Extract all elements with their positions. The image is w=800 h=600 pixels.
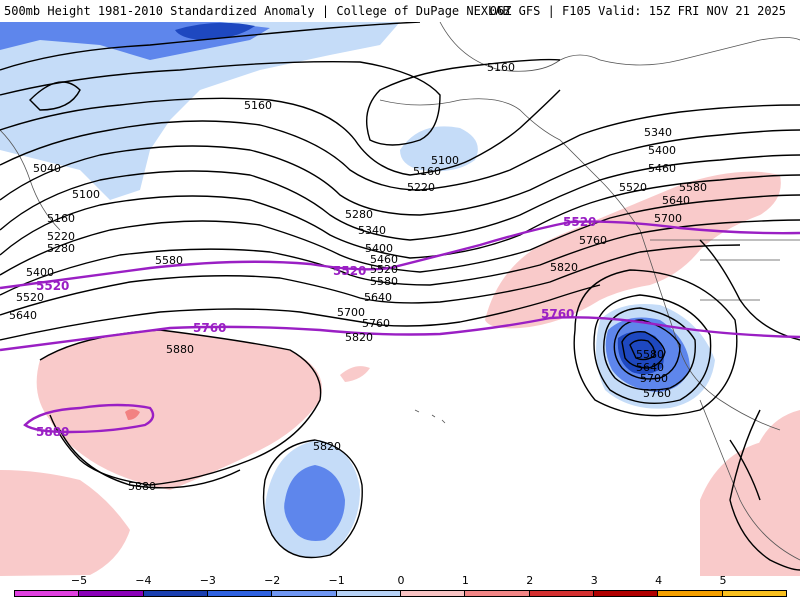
legend-tick-label: −2 (264, 574, 281, 587)
legend-tick-label: 5 (719, 574, 727, 587)
weather-map[interactable]: 5160 5160 5040 5100 5100 5160 5220 5280 … (0, 22, 800, 576)
legend-tick-label: 1 (461, 574, 469, 587)
legend-tick-label: 4 (655, 574, 663, 587)
contour-label: 5520 (370, 263, 398, 276)
legend-color-swatch (528, 590, 594, 597)
legend-color-swatch (721, 590, 787, 597)
legend-color-swatch (464, 590, 530, 597)
legend-tick-label: −3 (199, 574, 216, 587)
contour-label: 5400 (26, 266, 54, 279)
contour-label: 5160 (47, 212, 75, 225)
contour-label: 5520 (619, 181, 647, 194)
legend-color-swatch (142, 590, 208, 597)
contour-label-5520-east: 5520 (563, 215, 596, 229)
contour-label: 5280 (47, 242, 75, 255)
legend-color-swatch (14, 590, 80, 597)
legend-tick-labels: −5 −4 −3 −2 −1 0 1 2 3 4 5 (0, 574, 800, 588)
coastlines (0, 22, 800, 561)
positive-anomaly-east (750, 410, 800, 500)
contour-label: 5700 (337, 306, 365, 319)
contour-label: 5640 (9, 309, 37, 322)
legend-color-swatch (657, 590, 723, 597)
contour-label: 5640 (662, 194, 690, 207)
contour-label: 5760 (579, 234, 607, 247)
contour-label-5520-central: 5520 (333, 264, 366, 278)
contour-label: 5100 (431, 154, 459, 167)
contour-label: 5760 (362, 317, 390, 330)
positive-anomaly-small-1 (340, 366, 370, 382)
contour-label: 5640 (636, 361, 664, 374)
negative-anomaly-alaska (400, 126, 478, 172)
legend-tick-label: 2 (526, 574, 534, 587)
contour-label: 5280 (345, 208, 373, 221)
contour-label: 5580 (370, 275, 398, 288)
contour-label: 5340 (644, 126, 672, 139)
contour-label: 5580 (155, 254, 183, 267)
legend-tick-label: −4 (135, 574, 152, 587)
contour-label-5880: 5880 (36, 425, 69, 439)
positive-anomaly-south-left (0, 470, 130, 576)
legend-color-swatch (400, 590, 466, 597)
contour-label: 5400 (648, 144, 676, 157)
contour-label: 5820 (313, 440, 341, 453)
legend-color-swatch (593, 590, 659, 597)
positive-anomaly-subtropical-core (125, 409, 140, 420)
highlight-contour-labels: 5520 5520 5520 5760 5760 5880 (36, 215, 596, 439)
legend-tick-label: 0 (397, 574, 405, 587)
contour-label-5760-east: 5760 (541, 307, 574, 321)
contour-label: 5580 (679, 181, 707, 194)
map-header: 500mb Height 1981-2010 Standardized Anom… (0, 0, 800, 22)
negative-anomaly-south-core (284, 465, 345, 541)
legend-tick-label: 3 (590, 574, 598, 587)
contour-label: 5700 (654, 212, 682, 225)
contour-label: 5160 (487, 61, 515, 74)
contour-label: 5520 (16, 291, 44, 304)
legend-color-bar (14, 590, 787, 600)
contour-label-5760-west: 5760 (193, 321, 226, 335)
contour-label-5520-west: 5520 (36, 279, 69, 293)
legend-color-swatch (335, 590, 401, 597)
anomaly-legend: −5 −4 −3 −2 −1 0 1 2 3 4 5 (0, 574, 800, 600)
contour-label: 5640 (364, 291, 392, 304)
product-title: 500mb Height 1981-2010 Standardized Anom… (4, 4, 510, 18)
legend-tick-label: −5 (70, 574, 88, 587)
legend-tick-label: −1 (328, 574, 345, 587)
contour-label: 5040 (33, 162, 61, 175)
map-svg: 5160 5160 5040 5100 5100 5160 5220 5280 … (0, 22, 800, 576)
negative-anomaly-low-core (617, 331, 664, 375)
contour-label: 5340 (358, 224, 386, 237)
legend-color-swatch (207, 590, 273, 597)
legend-color-swatch (78, 590, 144, 597)
positive-anomaly-ne-pacific (485, 171, 781, 329)
contour-label: 5760 (643, 387, 671, 400)
contour-label: 5880 (128, 480, 156, 493)
contour-label: 5820 (345, 331, 373, 344)
contour-label: 5160 (244, 99, 272, 112)
contour-label: 5220 (47, 230, 75, 243)
legend-color-swatch (271, 590, 337, 597)
contour-label: 5580 (636, 348, 664, 361)
contour-label: 5400 (365, 242, 393, 255)
contour-label: 5460 (370, 253, 398, 266)
contour-label: 5460 (648, 162, 676, 175)
contour-label: 5700 (640, 372, 668, 385)
contour-labels: 5160 5160 5040 5100 5100 5160 5220 5280 … (9, 61, 707, 493)
contour-label: 5100 (72, 188, 100, 201)
highlight-contours (0, 220, 800, 434)
contour-label: 5820 (550, 261, 578, 274)
contour-label: 5160 (413, 165, 441, 178)
positive-anomaly-subtropical (36, 330, 323, 490)
contour-label: 5880 (166, 343, 194, 356)
contour-label: 5220 (407, 181, 435, 194)
negative-anomaly-north-strong (175, 22, 255, 40)
model-valid-time: 06Z GFS | F105 Valid: 15Z FRI NOV 21 202… (489, 4, 786, 18)
